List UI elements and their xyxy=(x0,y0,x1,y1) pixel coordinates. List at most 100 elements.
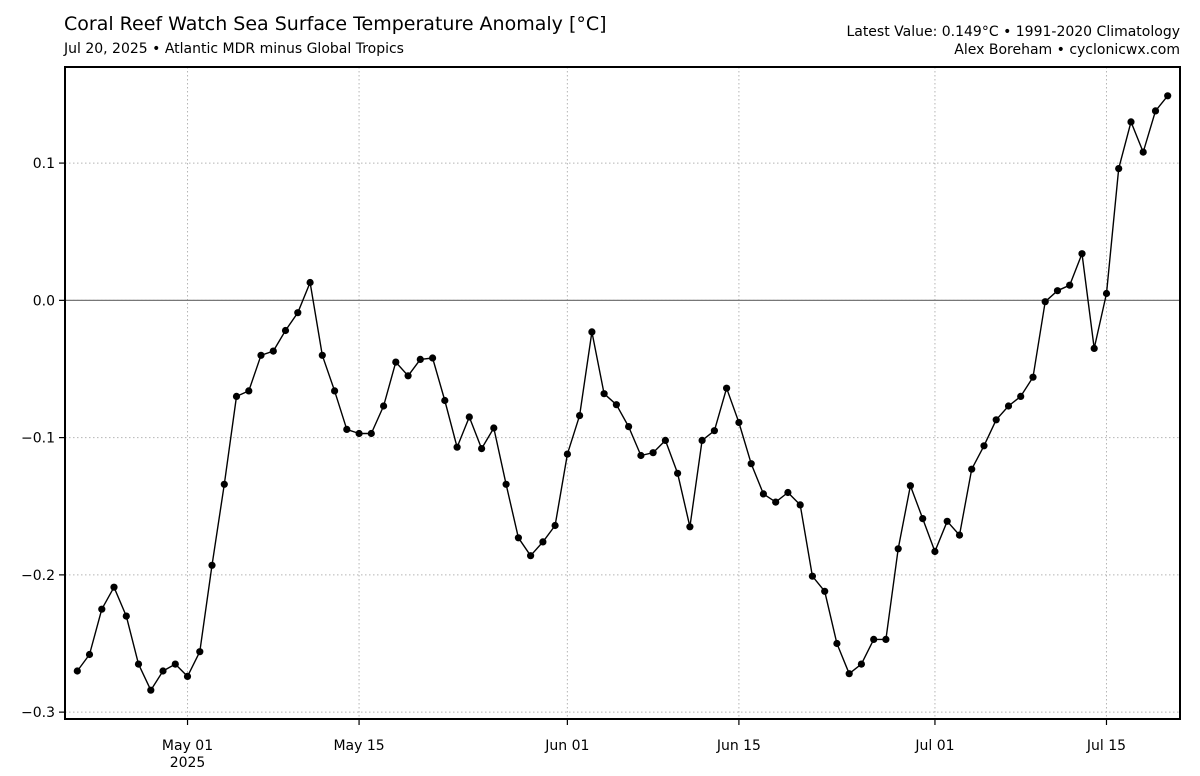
data-point xyxy=(183,672,192,681)
data-point xyxy=(232,392,241,400)
data-point xyxy=(331,387,339,395)
data-point xyxy=(943,517,951,525)
data-point xyxy=(1127,118,1135,126)
x-tick-label: May 15 xyxy=(333,738,384,754)
data-point xyxy=(196,648,204,656)
data-point xyxy=(527,552,535,560)
data-point xyxy=(980,442,988,450)
data-point xyxy=(110,583,118,591)
data-point xyxy=(576,412,584,420)
data-point xyxy=(208,561,216,569)
data-point xyxy=(343,425,351,433)
data-point xyxy=(1004,402,1013,410)
series-line-layer xyxy=(76,95,1169,691)
data-point xyxy=(563,450,572,458)
data-point xyxy=(392,358,400,366)
y-tick-label: −0.1 xyxy=(21,431,55,447)
author-credit-text: Alex Boreham • cyclonicwx.com xyxy=(954,42,1180,58)
data-point xyxy=(85,650,94,659)
data-point xyxy=(147,686,155,694)
data-point xyxy=(380,402,388,410)
data-point xyxy=(1139,148,1147,156)
data-point xyxy=(98,605,106,613)
data-point xyxy=(870,635,878,644)
data-point xyxy=(478,445,486,453)
data-point xyxy=(551,521,559,530)
data-point xyxy=(220,480,228,488)
x-tick-label: Jul 01 xyxy=(914,738,954,754)
chart-title: Coral Reef Watch Sea Surface Temperature… xyxy=(64,13,607,35)
data-point xyxy=(796,501,804,509)
series-line xyxy=(76,95,1169,691)
data-point xyxy=(134,660,143,668)
x-tick-label: Jun 15 xyxy=(716,738,761,754)
data-point xyxy=(306,278,314,287)
data-point xyxy=(490,424,498,432)
grid-lines xyxy=(65,67,1180,719)
data-point xyxy=(502,480,510,488)
data-point xyxy=(747,460,755,468)
data-point xyxy=(968,465,976,473)
data-point xyxy=(1017,392,1025,400)
data-point xyxy=(649,449,657,457)
data-point xyxy=(159,667,167,675)
data-point xyxy=(992,416,1000,424)
data-point xyxy=(931,547,939,556)
x-tick-label: Jun 01 xyxy=(544,738,589,754)
data-point xyxy=(73,667,81,675)
data-point xyxy=(429,354,437,362)
data-point xyxy=(1029,373,1037,381)
data-point xyxy=(441,396,449,405)
data-point xyxy=(1078,250,1086,258)
data-point xyxy=(637,451,645,460)
data-point xyxy=(723,384,731,392)
data-point xyxy=(821,587,829,595)
x-tick-sublabel: 2025 xyxy=(170,755,206,771)
data-point xyxy=(1164,92,1172,100)
data-point xyxy=(1151,107,1160,115)
data-point xyxy=(514,534,523,542)
data-point xyxy=(698,436,706,444)
data-point xyxy=(857,660,866,668)
data-point xyxy=(588,328,596,336)
data-point xyxy=(906,482,915,490)
data-point xyxy=(919,515,927,523)
data-point xyxy=(882,635,890,644)
data-point xyxy=(808,572,817,580)
x-tick-label: Jul 15 xyxy=(1086,738,1126,754)
data-point xyxy=(122,612,130,620)
data-point xyxy=(759,490,768,498)
data-point xyxy=(539,538,547,546)
data-point xyxy=(269,347,277,355)
plot-area-frame xyxy=(64,66,1181,720)
data-point xyxy=(465,413,473,421)
data-point xyxy=(772,498,780,506)
data-point xyxy=(661,436,670,444)
data-point xyxy=(1041,298,1049,306)
data-point xyxy=(710,427,719,435)
data-point xyxy=(612,401,621,409)
data-point xyxy=(784,488,792,497)
data-point xyxy=(281,326,290,335)
data-point xyxy=(318,351,326,359)
y-tick-label: −0.3 xyxy=(21,705,55,721)
data-point xyxy=(686,523,694,531)
data-point xyxy=(257,351,265,359)
data-point xyxy=(625,423,633,431)
data-point xyxy=(600,390,608,398)
data-point xyxy=(453,443,461,451)
data-point xyxy=(1102,289,1111,298)
data-point xyxy=(955,531,964,539)
data-point xyxy=(355,429,363,438)
chart-subtitle: Jul 20, 2025 • Atlantic MDR minus Global… xyxy=(64,41,404,57)
data-point xyxy=(894,545,902,553)
latest-value-text: Latest Value: 0.149°C • 1991-2020 Climat… xyxy=(846,24,1180,40)
data-point xyxy=(1090,344,1098,352)
data-point xyxy=(1053,287,1062,295)
data-point xyxy=(294,309,302,317)
y-tick-label: −0.2 xyxy=(21,568,55,584)
data-point xyxy=(404,372,412,380)
data-point xyxy=(416,355,424,363)
